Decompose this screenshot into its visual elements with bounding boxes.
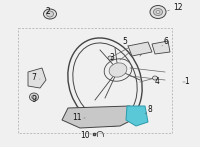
- Ellipse shape: [108, 56, 112, 60]
- Bar: [18, 28, 172, 133]
- Text: 8: 8: [148, 106, 153, 115]
- Text: 1: 1: [184, 77, 189, 86]
- Text: 5: 5: [122, 37, 127, 46]
- Text: 7: 7: [31, 74, 36, 82]
- Ellipse shape: [73, 43, 137, 121]
- Polygon shape: [152, 41, 170, 54]
- Ellipse shape: [150, 5, 166, 19]
- Text: 9: 9: [31, 95, 36, 103]
- Text: 10: 10: [80, 132, 90, 141]
- Ellipse shape: [156, 10, 160, 14]
- Ellipse shape: [109, 63, 127, 77]
- Text: 12: 12: [173, 4, 182, 12]
- Text: 11: 11: [72, 112, 82, 122]
- Ellipse shape: [46, 11, 54, 17]
- Ellipse shape: [154, 9, 162, 15]
- Ellipse shape: [32, 95, 36, 99]
- Text: 2: 2: [46, 7, 50, 16]
- Ellipse shape: [153, 76, 158, 80]
- Polygon shape: [128, 42, 152, 56]
- Ellipse shape: [104, 59, 132, 81]
- Polygon shape: [62, 106, 136, 128]
- Polygon shape: [126, 106, 148, 126]
- Text: 4: 4: [155, 77, 160, 86]
- Text: 3: 3: [109, 52, 114, 61]
- Text: 6: 6: [163, 37, 168, 46]
- Polygon shape: [28, 68, 46, 88]
- Ellipse shape: [30, 93, 38, 101]
- Ellipse shape: [44, 9, 57, 19]
